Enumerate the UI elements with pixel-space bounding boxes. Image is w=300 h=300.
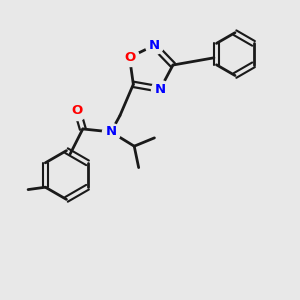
Text: N: N (106, 125, 117, 138)
Text: N: N (148, 39, 160, 52)
Text: N: N (154, 82, 166, 96)
Text: O: O (72, 104, 83, 117)
Text: O: O (124, 51, 135, 64)
